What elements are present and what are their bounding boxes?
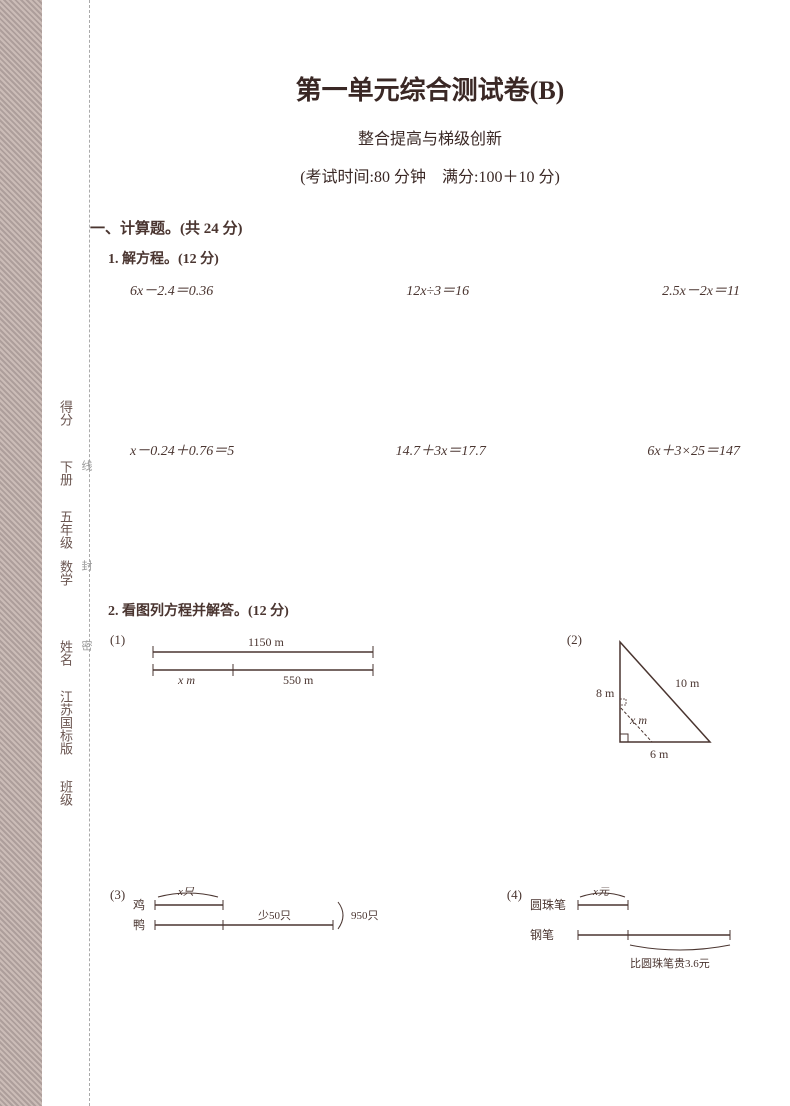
figure-3: (3) 鸡 x只 鸭 少50只 950只 [110,887,423,982]
subsection-1-2: 2. 看图列方程并解答。(12 分) [108,600,760,620]
svg-text:6 m: 6 m [650,747,669,761]
page-subtitle: 整合提高与梯级创新 [100,125,760,149]
equation-row-1: 6x－2.4＝0.36 12x÷3＝16 2.5x－2x＝11 [130,280,740,300]
section-1-header: 一、计算题。(共 24 分) [90,217,760,238]
figure-3-svg: 鸡 x只 鸭 少50只 950只 [133,887,423,957]
fold-mark-1: 线 [78,460,94,471]
figure-1-num: (1) [110,632,125,647]
side-subject: 数学 [56,560,75,586]
side-volume: 下册 [56,460,75,486]
figure-row-2: (3) 鸡 x只 鸭 少50只 950只 (4) [110,887,750,982]
decorative-left-border [0,0,42,1106]
equation-1-1: 6x－2.4＝0.36 [130,280,213,300]
figure-1-svg: 1150 m x m 550 m [133,632,393,692]
equation-2-1: x－0.24＋0.76＝5 [130,440,234,460]
svg-text:x m: x m [177,673,195,687]
equation-1-2: 12x÷3＝16 [406,280,469,300]
side-grade: 五年级 [56,510,75,549]
svg-text:比圆珠笔贵3.6元: 比圆珠笔贵3.6元 [630,956,710,970]
svg-text:x元: x元 [592,887,610,898]
figure-2: (2) 8 m 10 m x m 6 m [567,632,750,777]
svg-text:x m: x m [629,713,647,727]
figure-1: (1) 1150 m x m 550 m [110,632,393,777]
subsection-1-1: 1. 解方程。(12 分) [108,248,760,268]
figure-row-1: (1) 1150 m x m 550 m (2) [110,632,750,777]
equation-1-3: 2.5x－2x＝11 [662,280,740,300]
figure-2-svg: 8 m 10 m x m 6 m [590,632,750,772]
figure-3-num: (3) [110,887,125,902]
side-score-label: 得分 [56,400,75,426]
side-name-label: 姓名 [56,640,75,666]
svg-text:鸡: 鸡 [133,897,145,912]
figure-4: (4) 圆珠笔 x元 钢笔 比圆珠笔贵3.6元 [507,887,750,982]
svg-text:8 m: 8 m [596,686,615,700]
side-publisher: 江苏国标版 [56,690,75,755]
figure-4-num: (4) [507,887,522,902]
fold-mark-3: 密 [78,640,94,651]
fold-mark-2: 封 [78,560,94,571]
side-class-label: 班级 [56,780,75,806]
svg-text:950只: 950只 [351,910,379,922]
svg-text:鸭: 鸭 [133,918,145,932]
svg-text:x只: x只 [177,887,195,898]
svg-text:550 m: 550 m [283,673,314,687]
svg-text:圆珠笔: 圆珠笔 [530,897,566,912]
equation-2-2: 14.7＋3x＝17.7 [396,440,486,460]
figure-2-num: (2) [567,632,582,647]
svg-text:少50只: 少50只 [258,909,291,922]
page-title: 第一单元综合测试卷(B) [100,70,760,107]
equation-row-2: x－0.24＋0.76＝5 14.7＋3x＝17.7 6x＋3×25＝147 [130,440,740,460]
svg-text:10 m: 10 m [675,676,700,690]
page-content: 第一单元综合测试卷(B) 整合提高与梯级创新 (考试时间:80 分钟 满分:10… [100,70,760,1092]
figure-4-svg: 圆珠笔 x元 钢笔 比圆珠笔贵3.6元 [530,887,750,977]
equation-2-3: 6x＋3×25＝147 [647,440,740,460]
svg-text:钢笔: 钢笔 [530,927,554,942]
binding-side-panel: 下册 得分 数学 姓名 江苏国标版 班级 五年级 [42,0,90,1106]
fig1-top-label: 1150 m [248,635,285,649]
exam-info: (考试时间:80 分钟 满分:100＋10 分) [100,163,760,187]
